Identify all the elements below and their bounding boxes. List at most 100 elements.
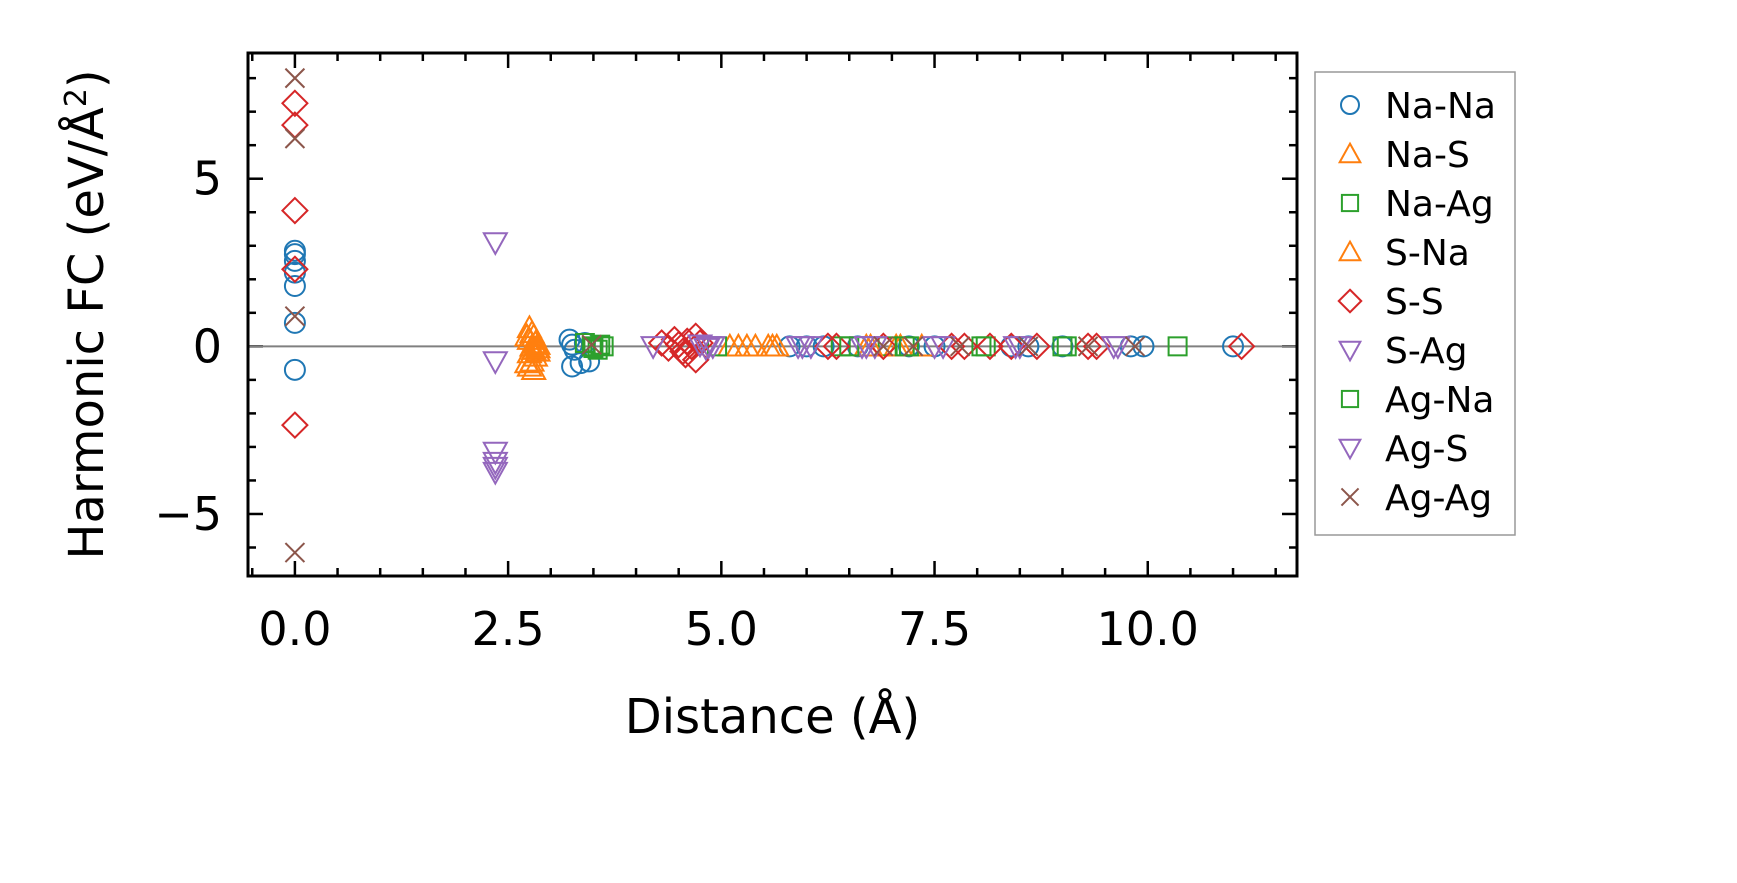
y-axis-label-main: Harmonic FC (eV/Å — [58, 107, 115, 560]
legend-marker — [1340, 95, 1360, 115]
legend-item: Ag-S — [1337, 429, 1468, 470]
data-point — [1124, 336, 1146, 357]
legend-marker — [1337, 438, 1363, 461]
x-axis-label: Distance (Å) — [625, 688, 920, 745]
data-point — [558, 328, 581, 351]
data-point — [1018, 336, 1039, 357]
data-point — [639, 336, 667, 360]
data-point — [280, 411, 309, 440]
data-point — [976, 332, 1004, 361]
data-point — [482, 232, 509, 256]
data-point — [1222, 335, 1245, 358]
legend-item: S-S — [1337, 282, 1444, 323]
data-point — [733, 332, 761, 357]
data-point — [283, 311, 306, 334]
data-point — [283, 243, 306, 266]
data-point — [1100, 336, 1127, 360]
x-tick-label: 2.5 — [472, 602, 545, 656]
legend-label: S-S — [1385, 282, 1444, 323]
data-point — [1227, 332, 1256, 361]
legend-marker — [1337, 239, 1363, 262]
y-axis-label: Harmonic FC (eV/Å2) — [58, 69, 115, 559]
data-point — [284, 542, 306, 563]
legend-marker — [1340, 193, 1360, 213]
legend-marker — [1340, 487, 1360, 507]
data-point — [520, 356, 547, 381]
legend-label: Na-S — [1385, 135, 1470, 176]
data-point — [284, 67, 306, 89]
data-point — [671, 340, 700, 369]
legend-marker — [1337, 141, 1363, 164]
data-point — [283, 358, 306, 381]
data-point — [516, 339, 543, 364]
legend-item: Ag-Na — [1340, 380, 1494, 421]
legend-label: Ag-Na — [1385, 380, 1494, 421]
series-ag-ag — [284, 67, 1146, 563]
legend-label: Na-Ag — [1385, 184, 1494, 225]
data-point — [581, 334, 602, 355]
data-point — [1167, 336, 1188, 357]
data-point — [873, 336, 894, 357]
data-point — [695, 336, 722, 360]
data-point — [587, 339, 608, 360]
data-point — [283, 275, 306, 298]
legend-label: Na-Na — [1385, 86, 1496, 127]
legend-label: S-Na — [1385, 233, 1470, 274]
data-point — [853, 336, 880, 360]
data-point — [857, 332, 884, 357]
data-point — [482, 461, 509, 486]
x-tick-label: 7.5 — [898, 602, 971, 656]
plot-frame — [246, 51, 1299, 578]
data-point — [280, 196, 309, 225]
data-point — [1132, 335, 1155, 358]
data-point — [513, 322, 541, 347]
data-point — [280, 89, 309, 118]
legend-label: S-Ag — [1385, 331, 1468, 372]
y-tick-label: 5 — [193, 152, 222, 206]
data-point — [482, 351, 509, 375]
y-axis-label-superscript: 2 — [59, 88, 94, 107]
data-point — [1002, 336, 1029, 360]
data-point — [692, 337, 720, 362]
data-points — [280, 67, 1256, 563]
data-point — [482, 456, 509, 481]
series-ag-s — [482, 336, 1127, 481]
data-point — [284, 128, 306, 149]
data-point — [647, 329, 676, 357]
data-point — [1074, 332, 1102, 361]
tick-labels: 0.0 2.5 5.0 7.5 10.0 −5 0 5 — [154, 152, 1199, 656]
legend-item: S-Na — [1337, 233, 1470, 274]
data-point — [784, 336, 812, 360]
data-point — [822, 332, 851, 361]
data-point — [971, 336, 992, 357]
data-point — [797, 336, 825, 360]
data-point — [903, 336, 924, 357]
x-tick-label: 5.0 — [685, 602, 758, 656]
data-point — [283, 249, 306, 272]
data-point — [949, 336, 971, 357]
legend: Na-Na Na-S Na-Ag S-Na S-S S-Ag Ag-Na Ag-S Ag-Ag — [1314, 71, 1516, 536]
data-point — [513, 349, 541, 374]
data-point — [284, 305, 306, 327]
y-axis-label-close: ) — [59, 69, 115, 88]
legend-marker — [1337, 288, 1363, 314]
data-point — [1077, 336, 1099, 357]
legend-label: Ag-S — [1385, 429, 1468, 470]
legend-marker — [1337, 340, 1363, 363]
data-point — [524, 337, 552, 362]
data-point — [524, 334, 552, 359]
legend-label: Ag-Ag — [1385, 478, 1492, 519]
data-point — [280, 255, 309, 284]
legend-marker — [1340, 389, 1360, 409]
legend-item: Ag-Ag — [1340, 478, 1492, 519]
legend-item: Na-S — [1337, 135, 1470, 176]
legend-item: Na-Na — [1340, 86, 1496, 127]
data-point — [759, 332, 786, 357]
x-tick-label: 0.0 — [258, 602, 331, 656]
x-tick-label: 10.0 — [1097, 602, 1199, 656]
legend-item: S-Ag — [1337, 331, 1468, 372]
y-tick-label: 0 — [193, 319, 222, 373]
data-point — [839, 336, 860, 357]
data-point — [583, 338, 604, 359]
